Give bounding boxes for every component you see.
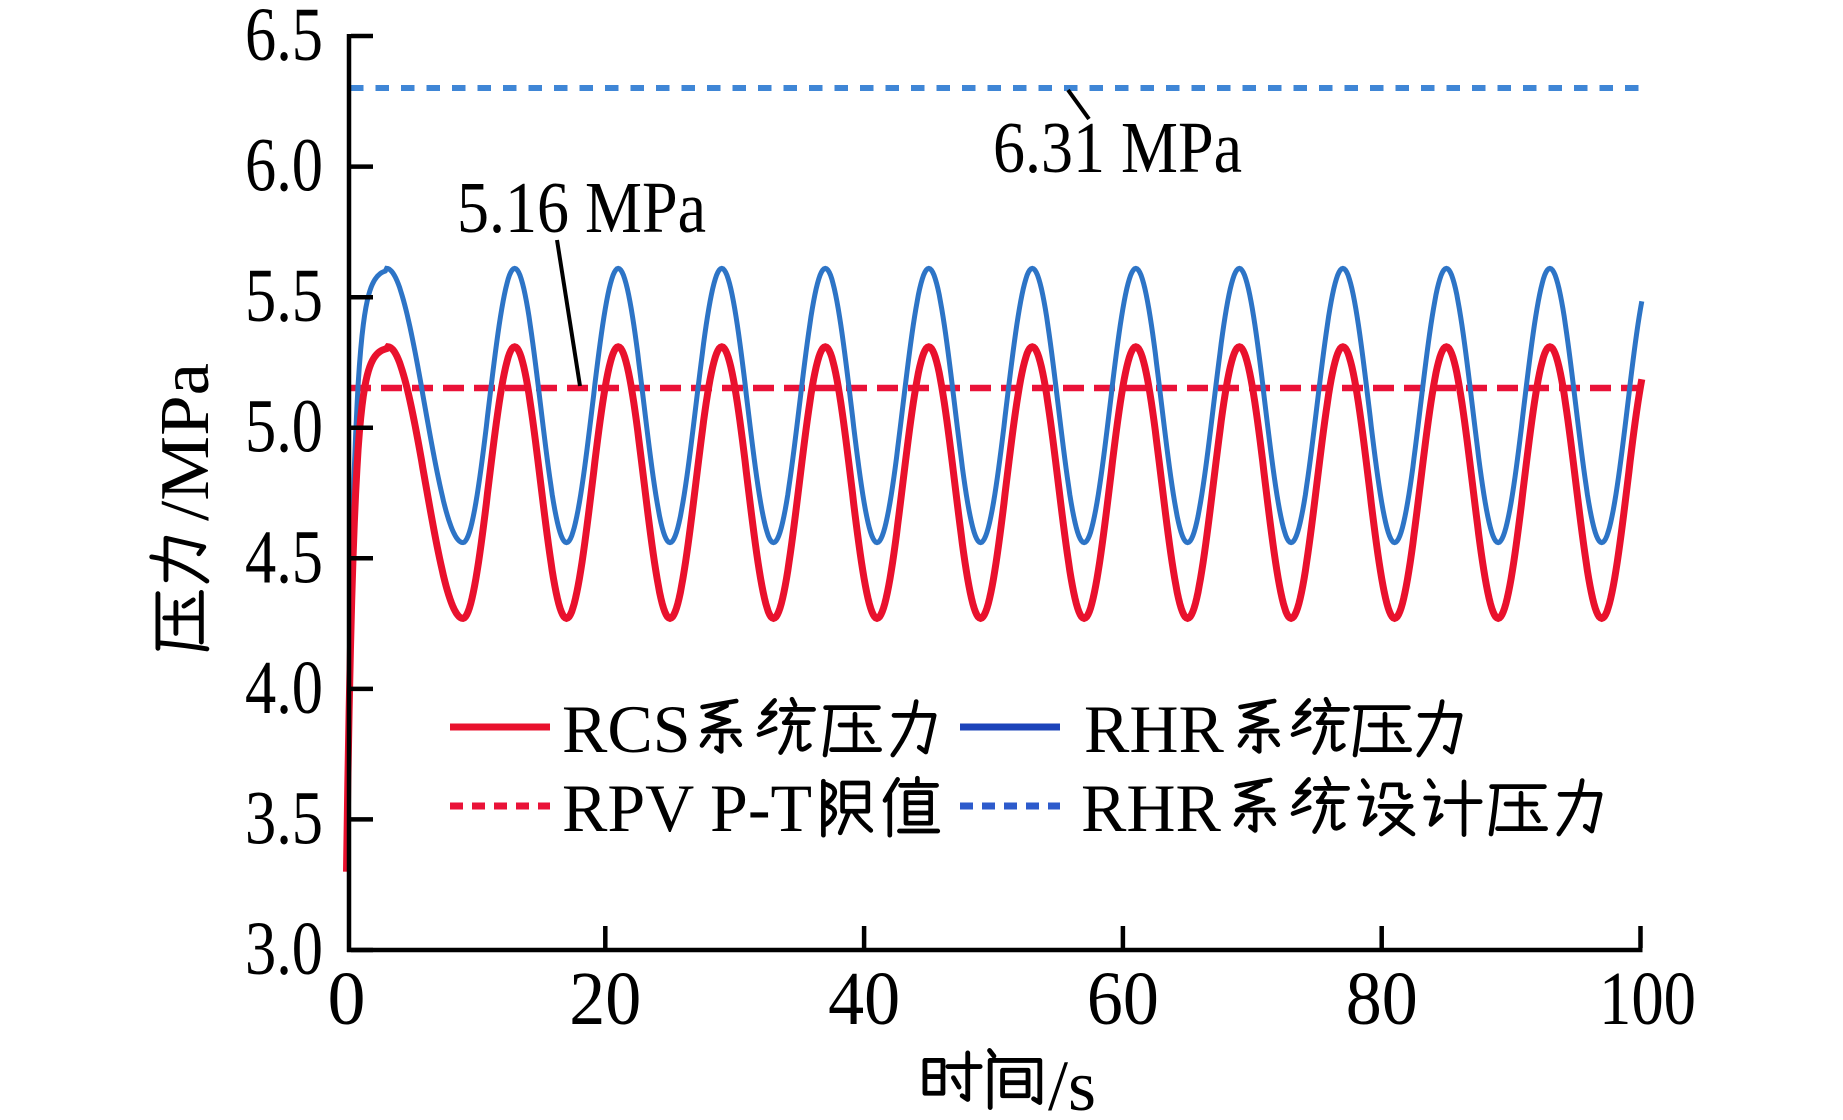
- svg-text:20: 20: [569, 957, 641, 1041]
- svg-text:6.5: 6.5: [245, 0, 323, 77]
- svg-text:4.0: 4.0: [245, 646, 323, 730]
- svg-text:5.0: 5.0: [245, 385, 323, 469]
- svg-text:0: 0: [328, 957, 366, 1041]
- svg-text:RPV P-T: RPV P-T: [562, 770, 812, 846]
- svg-text:RHR: RHR: [1084, 691, 1224, 767]
- svg-text:6.0: 6.0: [245, 124, 323, 208]
- svg-text:40: 40: [828, 957, 900, 1041]
- svg-text:3.5: 3.5: [245, 776, 323, 860]
- svg-text:60: 60: [1087, 957, 1159, 1041]
- svg-text:/MPa: /MPa: [147, 363, 224, 521]
- svg-text:5.16 MPa: 5.16 MPa: [457, 167, 706, 248]
- svg-text:RCS: RCS: [562, 691, 691, 767]
- svg-text:RHR: RHR: [1081, 770, 1221, 846]
- svg-text:/s: /s: [1048, 1046, 1096, 1120]
- svg-text:5.5: 5.5: [245, 254, 323, 338]
- svg-text:6.31 MPa: 6.31 MPa: [993, 107, 1242, 188]
- svg-text:4.5: 4.5: [245, 515, 323, 599]
- svg-text:3.0: 3.0: [245, 907, 323, 991]
- svg-text:80: 80: [1346, 957, 1418, 1041]
- svg-text:100: 100: [1599, 957, 1696, 1041]
